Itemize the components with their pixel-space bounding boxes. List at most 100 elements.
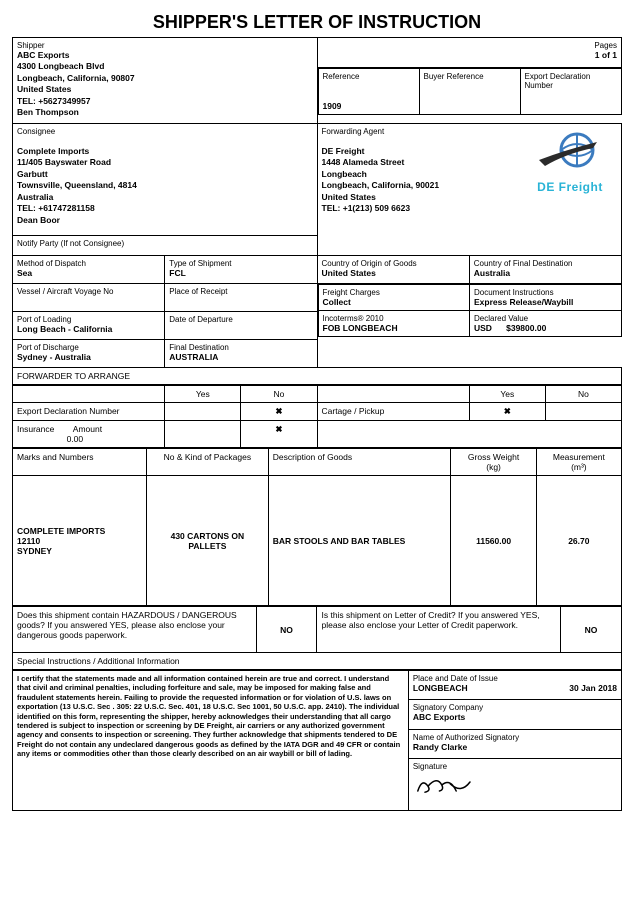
form-table: Shipper ABC Exports 4300 Longbeach Blvd …	[12, 37, 622, 385]
packages-cell: 430 CARTONS ON PALLETS	[146, 476, 268, 606]
agent-logo-text: DE Freight	[525, 180, 615, 194]
country-origin-cell: Country of Origin of Goods United States	[317, 256, 469, 284]
legal-cell: I certify that the statements made and a…	[13, 671, 409, 811]
insurance-cell: Insurance Amount 0.00	[13, 421, 165, 448]
incoterms-cell: Incoterms® 2010 FOB LONGBEACH	[318, 311, 470, 337]
shipper-cell: Shipper ABC Exports 4300 Longbeach Blvd …	[13, 38, 318, 124]
country-final-value: Australia	[474, 268, 510, 278]
country-origin-label: Country of Origin of Goods	[322, 259, 465, 268]
insurance-blank	[317, 421, 622, 448]
insurance-amount: 0.00	[67, 434, 84, 444]
reference-value: 1909	[323, 101, 342, 111]
country-final-cell: Country of Final Destination Australia	[469, 256, 621, 284]
method-dispatch-value: Sea	[17, 268, 32, 278]
buyer-ref-cell: Buyer Reference	[419, 69, 520, 115]
consignee-label: Consignee	[17, 127, 313, 136]
shipper-label: Shipper	[17, 41, 313, 50]
declared-currency: USD	[474, 323, 492, 333]
no-header-1: No	[241, 386, 317, 403]
method-dispatch-cell: Method of Dispatch Sea	[13, 256, 165, 284]
freight-charges-label: Freight Charges	[323, 288, 466, 297]
freight-charges-cell: Freight Charges Collect	[318, 285, 470, 311]
edn-label: Export Declaration Number	[13, 403, 165, 421]
consignee-contact: Dean Boor	[17, 215, 313, 226]
description-header: Description of Goods	[268, 449, 451, 476]
agent-cell: Forwarding Agent DE Freight 1448 Alameda…	[317, 124, 622, 256]
measurement-unit: (m³)	[571, 462, 587, 472]
agent-tel: TEL: +1(213) 509 6623	[322, 203, 618, 214]
port-loading-value: Long Beach - California	[17, 324, 112, 334]
special-instructions-cell: Special Instructions / Additional Inform…	[13, 653, 622, 670]
signature-table: I certify that the statements made and a…	[12, 670, 622, 811]
consignee-country: Australia	[17, 192, 313, 203]
vessel-cell: Vessel / Aircraft Voyage No	[13, 284, 165, 312]
consignee-name: Complete Imports	[17, 146, 313, 157]
date-departure-cell: Date of Departure	[165, 312, 317, 340]
hazardous-question: Does this shipment contain HAZARDOUS / D…	[13, 607, 257, 653]
type-shipment-cell: Type of Shipment FCL	[165, 256, 317, 284]
export-decl-label: Export Declaration Number	[525, 72, 617, 90]
pages-cell: Pages 1 of 1	[317, 38, 622, 68]
arrange-blank	[13, 386, 165, 403]
incoterms-value: FOB LONGBEACH	[323, 323, 398, 333]
signature-icon	[413, 771, 473, 799]
cartage-no	[545, 403, 621, 421]
place-receipt-cell: Place of Receipt	[165, 284, 317, 312]
insurance-yes	[165, 421, 241, 448]
export-decl-cell: Export Declaration Number	[520, 69, 621, 115]
buyer-ref-label: Buyer Reference	[424, 72, 516, 81]
edn-yes	[165, 403, 241, 421]
hazardous-table: Does this shipment contain HAZARDOUS / D…	[12, 606, 622, 670]
method-dispatch-label: Method of Dispatch	[17, 259, 160, 268]
sig-name-cell: Name of Authorized Signatory Randy Clark…	[408, 729, 621, 758]
declared-value-label: Declared Value	[474, 314, 617, 323]
port-discharge-value: Sydney - Australia	[17, 352, 91, 362]
final-dest-label: Final Destination	[169, 343, 312, 352]
marks-1: COMPLETE IMPORTS	[17, 526, 142, 536]
issue-cell: Place and Date of Issue LONGBEACH 30 Jan…	[408, 671, 621, 700]
marks-header: Marks and Numbers	[13, 449, 147, 476]
loc-question: Is this shipment on Letter of Credit? If…	[317, 607, 561, 653]
doc-instructions-label: Document Instructions	[474, 288, 617, 297]
freight-charges-value: Collect	[323, 297, 351, 307]
amount-label: Amount	[73, 424, 102, 434]
weight-header: Gross Weight (kg)	[451, 449, 536, 476]
consignee-addr3: Townsville, Queensland, 4814	[17, 180, 313, 191]
insurance-label: Insurance	[17, 424, 54, 434]
notify-cell: Notify Party (If not Consignee)	[13, 236, 318, 256]
goods-table: Marks and Numbers No & Kind of Packages …	[12, 448, 622, 606]
legal-text: I certify that the statements made and a…	[17, 674, 404, 758]
shipper-country: United States	[17, 84, 313, 95]
shipper-addr2: Longbeach, California, 90807	[17, 73, 313, 84]
issue-date: 30 Jan 2018	[569, 683, 617, 693]
type-shipment-label: Type of Shipment	[169, 259, 312, 268]
doc-instructions-cell: Document Instructions Express Release/Wa…	[470, 285, 622, 311]
marks-cell: COMPLETE IMPORTS 12110 SYDNEY	[13, 476, 147, 606]
issue-place: LONGBEACH	[413, 683, 468, 693]
weight-label: Gross Weight	[468, 452, 519, 462]
port-discharge-label: Port of Discharge	[17, 343, 160, 352]
sig-company-value: ABC Exports	[413, 712, 465, 722]
yes-header-1: Yes	[165, 386, 241, 403]
date-departure-label: Date of Departure	[169, 315, 312, 324]
globe-swoosh-icon	[535, 130, 605, 176]
signature-label: Signature	[413, 762, 617, 771]
insurance-no: ✖	[241, 421, 317, 448]
place-receipt-label: Place of Receipt	[169, 287, 312, 296]
shipper-contact: Ben Thompson	[17, 107, 313, 118]
pages-value: 1 of 1	[595, 50, 617, 60]
no-header-2: No	[545, 386, 621, 403]
consignee-addr1: 11/405 Bayswater Road	[17, 157, 313, 168]
forwarder-arrange-label: FORWARDER TO ARRANGE	[17, 371, 130, 381]
document-title: SHIPPER'S LETTER OF INSTRUCTION	[12, 12, 622, 33]
port-discharge-cell: Port of Discharge Sydney - Australia	[13, 340, 165, 368]
forwarder-arrange-header: FORWARDER TO ARRANGE	[13, 368, 622, 385]
shipper-tel: TEL: +5627349957	[17, 96, 313, 107]
marks-2: 12110	[17, 536, 142, 546]
weight-unit: (kg)	[486, 462, 501, 472]
port-loading-cell: Port of Loading Long Beach - California	[13, 312, 165, 340]
pages-label: Pages	[322, 41, 618, 50]
final-dest-value: AUSTRALIA	[169, 352, 218, 362]
special-label: Special Instructions / Additional Inform…	[17, 656, 180, 666]
reference-label: Reference	[323, 72, 415, 81]
